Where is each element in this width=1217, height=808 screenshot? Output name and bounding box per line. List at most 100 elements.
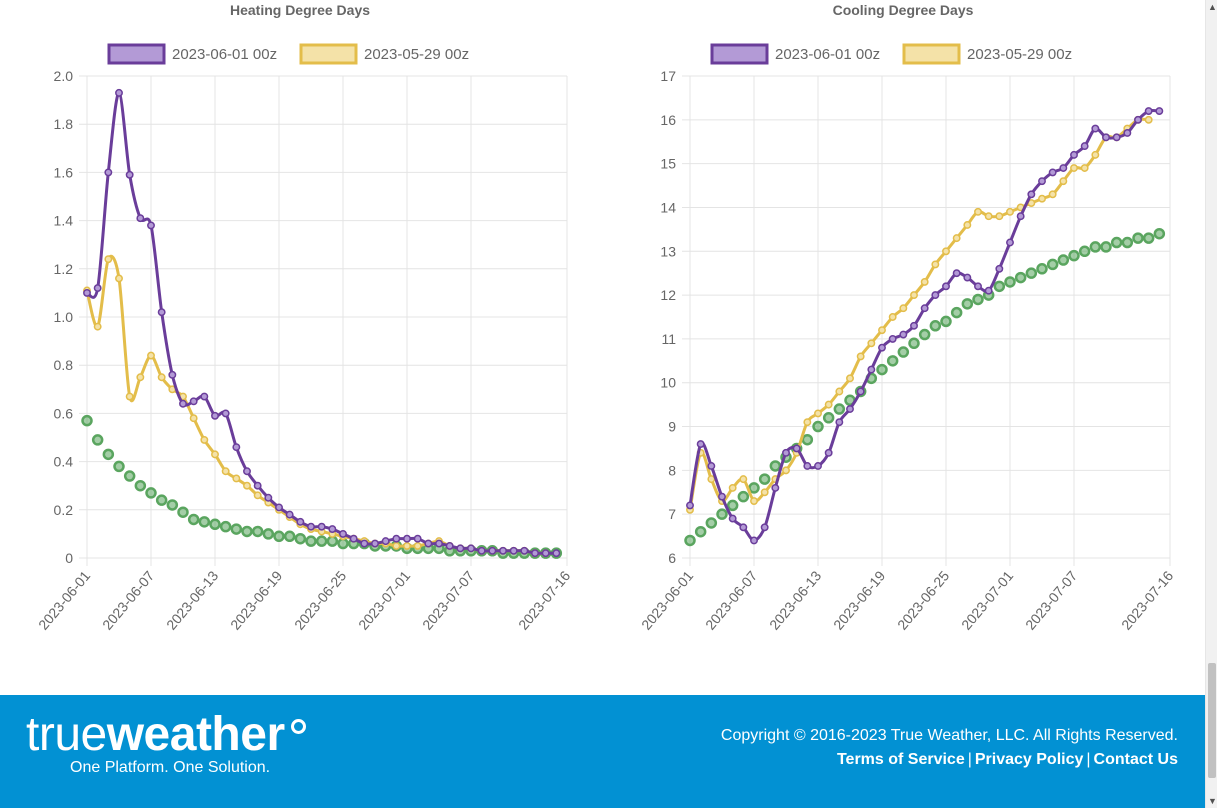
data-point-current [878,343,886,352]
data-point-normal [81,414,93,427]
data-point-previous [1144,115,1153,124]
scroll-thumb[interactable] [1208,663,1216,778]
x-tick-label: 2023-06-19 [227,567,285,632]
data-point-previous [931,260,940,269]
y-tick-label: 13 [660,243,676,259]
contact-us-link[interactable]: Contact Us [1093,751,1178,768]
data-point-current [1016,212,1025,221]
data-point-current [856,387,865,396]
data-point-previous [147,351,155,360]
y-tick-label: 15 [660,156,676,172]
x-tick-label: 2023-06-13 [766,567,824,632]
data-point-current [403,534,411,543]
data-point-normal [993,280,1006,293]
data-point-normal [1153,227,1166,240]
data-point-previous [952,234,961,243]
data-point-current [686,501,694,510]
data-point-previous [942,247,950,256]
page-scrollbar[interactable]: ▲ ▼ [1205,0,1217,808]
data-point-normal [801,433,814,446]
data-point-normal [273,530,285,543]
data-point-current [243,467,251,476]
data-point-current [253,481,262,490]
data-point-previous [984,212,993,221]
series-line-current [85,91,557,555]
data-point-current [792,444,801,453]
data-point-previous [867,339,876,348]
data-point-previous [878,326,886,335]
data-point-normal [897,346,910,358]
scroll-down-icon[interactable]: ▼ [1208,796,1217,806]
data-point-normal [961,298,974,310]
data-point-normal [262,528,275,540]
data-point-normal [1057,254,1070,266]
data-point-previous [93,322,102,331]
data-point-previous [1070,164,1078,172]
footer-links: Terms of Service | Privacy Policy | Contact … [837,751,1178,769]
data-point-previous [1048,190,1057,199]
x-tick-label: 2023-07-07 [1022,567,1080,632]
data-point-current [942,282,950,291]
x-tick-label: 2023-06-01 [638,567,696,632]
data-point-current [771,483,780,492]
scroll-up-icon[interactable]: ▲ [1208,2,1217,12]
data-point-current [232,443,241,452]
data-point-current [467,544,475,553]
data-point-previous [707,475,716,484]
trueweather-logo[interactable]: trueweather One Platform. One Solution. [26,705,306,777]
data-point-current [200,392,209,401]
data-point-normal [1132,232,1144,244]
data-point-current [931,291,940,300]
data-point-normal [155,494,168,506]
data-point-current [1144,107,1153,116]
terms-of-service-link[interactable]: Terms of Service [836,751,965,768]
data-point-previous [782,466,790,475]
data-point-current [1123,129,1132,137]
y-tick-label: 6 [668,550,676,566]
y-tick-label: 0.2 [54,502,74,518]
y-tick-label: 1.4 [54,213,74,229]
y-tick-label: 11 [661,331,676,347]
y-tick-label: 0.8 [54,357,74,373]
data-point-normal [1014,271,1027,284]
data-point-previous [803,418,812,427]
data-point-current [782,448,790,457]
data-point-current [509,546,518,555]
data-point-previous [750,497,758,505]
privacy-policy-link[interactable]: Privacy Policy [974,751,1084,768]
data-point-current [125,170,134,179]
data-point-normal [1025,267,1038,279]
logo-degree-icon [290,719,306,734]
copyright-text: Copyright © 2016-2023 True Weather, LLC.… [720,727,1178,744]
y-tick-label: 14 [660,199,676,215]
x-tick-label: 2023-06-25 [894,567,952,632]
y-tick-label: 0.6 [54,405,74,421]
data-point-current [136,214,145,223]
data-point-normal [1121,236,1134,249]
data-point-current [1070,150,1078,159]
data-point-previous [1006,207,1014,216]
data-point-normal [251,525,264,538]
data-point-current [910,321,918,330]
data-point-current [531,549,539,558]
site-footer: trueweather One Platform. One Solution. … [0,695,1205,808]
data-point-normal [166,499,179,511]
y-tick-label: 9 [668,419,676,435]
data-point-previous [888,313,897,321]
data-point-current [424,539,433,548]
data-point-normal [950,306,963,319]
data-point-previous [221,467,230,476]
data-point-previous [403,542,411,550]
data-point-current [1091,124,1100,133]
legend-label-previous: 2023-05-29 00z [967,46,1072,63]
data-point-normal [294,532,307,545]
data-point-normal [230,523,243,535]
data-point-previous [157,373,166,382]
data-point-normal [694,525,707,538]
data-point-current [760,523,769,532]
data-point-previous [1038,194,1046,203]
data-point-normal [886,355,899,367]
data-point-current [1027,190,1036,199]
data-point-current [285,510,294,519]
data-point-previous [232,474,241,483]
